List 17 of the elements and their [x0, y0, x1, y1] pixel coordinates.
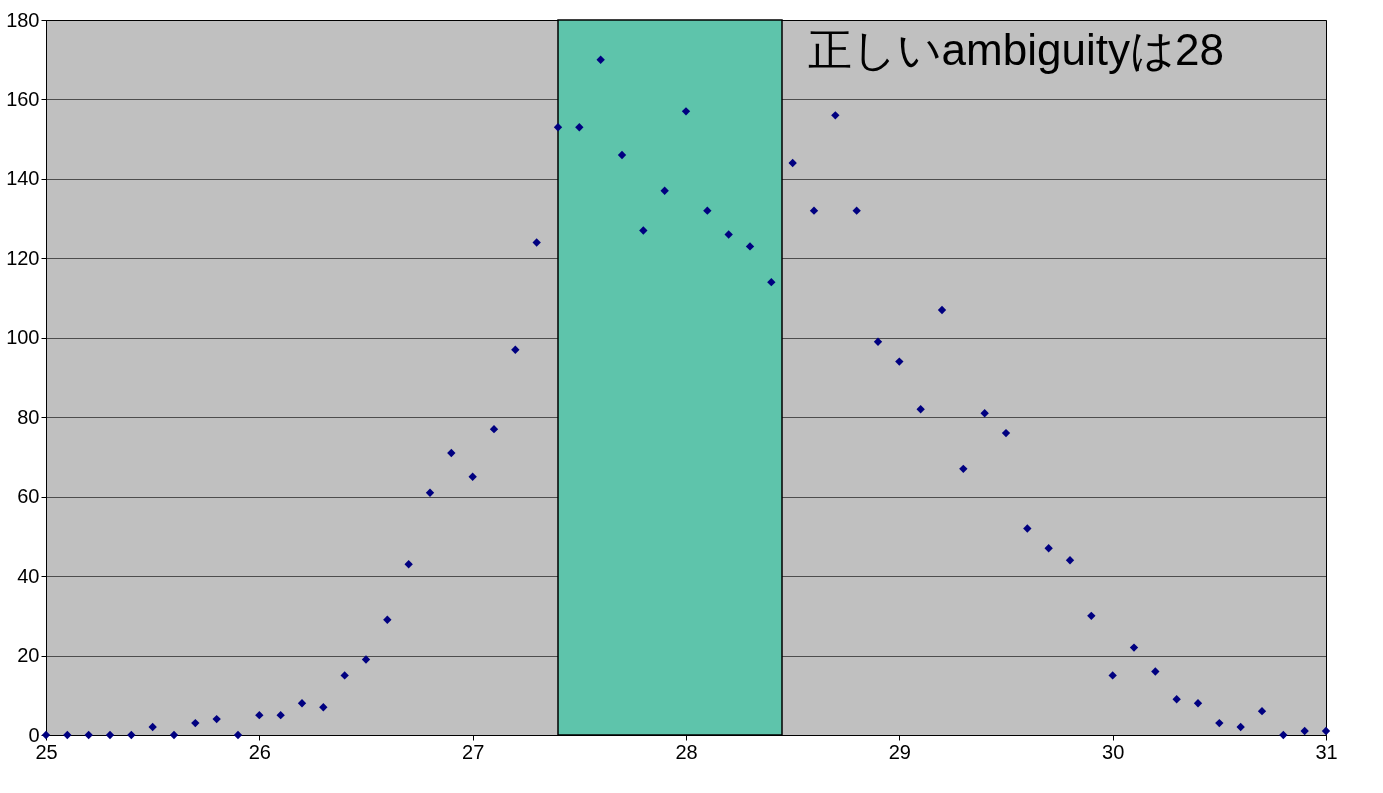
- annotation: 正しいambiguityは28: [807, 25, 1224, 74]
- x-tick-label: 31: [1315, 740, 1338, 763]
- y-tick-label: 40: [17, 564, 40, 587]
- x-tick-label: 27: [462, 740, 485, 763]
- y-tick-label: 20: [17, 644, 40, 667]
- y-tick-label: 160: [6, 87, 40, 110]
- y-tick-label: 120: [6, 246, 40, 269]
- y-tick-label: 60: [17, 485, 40, 508]
- x-tick-label: 28: [675, 740, 698, 763]
- y-tick-label: 180: [6, 8, 40, 31]
- y-tick-label: 80: [17, 405, 40, 428]
- x-tick-label: 26: [248, 740, 271, 763]
- y-tick-label: 0: [28, 723, 40, 746]
- y-tick-label: 100: [6, 326, 40, 349]
- x-tick-label: 29: [888, 740, 911, 763]
- x-tick-label: 30: [1102, 740, 1125, 763]
- y-tick-label: 140: [6, 167, 40, 190]
